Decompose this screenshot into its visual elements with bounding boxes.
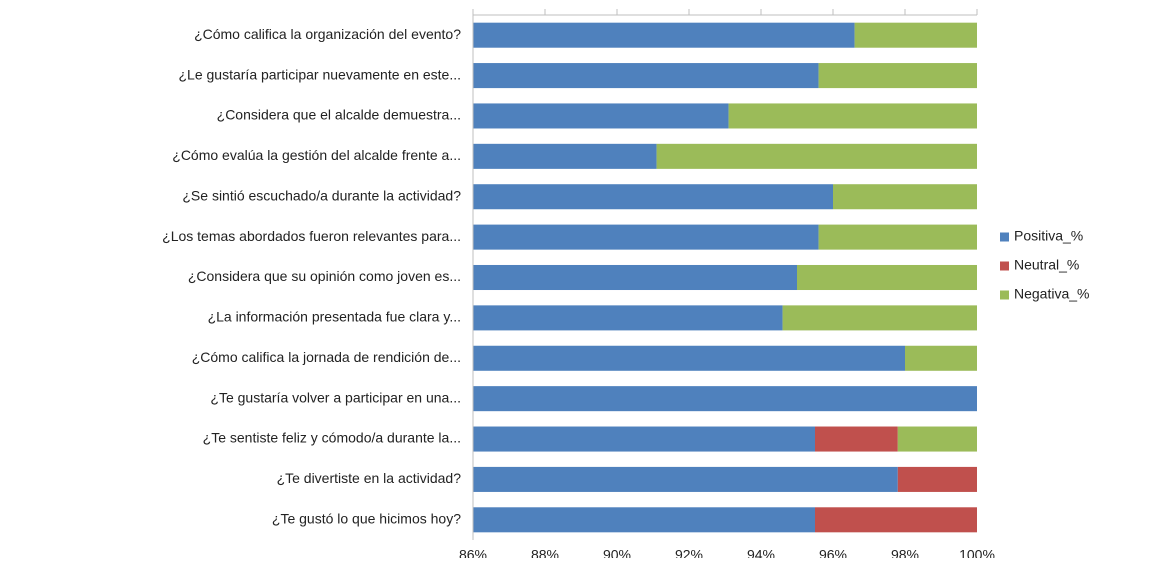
bar-segment xyxy=(473,305,783,331)
y-tick-label: ¿Se sintió escuchado/a durante la activi… xyxy=(182,187,461,203)
legend-label: Neutral_% xyxy=(1014,257,1079,273)
legend-swatch xyxy=(1000,261,1009,271)
bar-segment xyxy=(833,184,977,210)
y-tick-label: ¿Te divertiste en la actividad? xyxy=(277,470,462,486)
y-tick-label: ¿Considera que el alcalde demuestra... xyxy=(217,107,461,123)
bar-segment xyxy=(473,426,815,452)
bar-segment xyxy=(905,345,977,371)
bar-segment xyxy=(728,103,977,129)
bar-segment xyxy=(473,103,729,129)
plot-area xyxy=(473,22,977,533)
bar-segment xyxy=(473,264,797,291)
bar-segment xyxy=(473,184,833,210)
bar-segment xyxy=(854,22,977,48)
y-tick-label: ¿Te sentiste feliz y cómodo/a durante la… xyxy=(203,430,461,446)
bar-segment xyxy=(473,22,855,48)
y-tick-label: ¿La información presentada fue clara y..… xyxy=(208,309,461,325)
y-tick-label: ¿Los temas abordados fueron relevantes p… xyxy=(162,228,461,244)
x-tick-label: 98% xyxy=(891,547,919,558)
bar-segment xyxy=(897,466,977,492)
y-tick-label: ¿Cómo evalúa la gestión del alcalde fren… xyxy=(172,147,461,163)
bar-segment xyxy=(473,224,819,250)
legend-swatch xyxy=(1000,290,1009,300)
bar-segment xyxy=(473,507,815,533)
x-tick-label: 86% xyxy=(459,547,487,558)
x-tick-label: 96% xyxy=(819,547,847,558)
y-tick-label: ¿Le gustaría participar nuevamente en es… xyxy=(179,66,462,82)
legend-label: Negativa_% xyxy=(1014,286,1090,302)
bar-segment xyxy=(656,143,977,169)
y-tick-label: ¿Te gustó lo que hicimos hoy? xyxy=(272,511,461,527)
y-tick-label: ¿Considera que su opinión como joven es.… xyxy=(188,268,461,284)
bar-segment xyxy=(818,224,977,250)
bar-segment xyxy=(782,305,977,331)
bar-segment xyxy=(815,507,977,533)
x-tick-label: 94% xyxy=(747,547,775,558)
bar-segment xyxy=(797,264,977,291)
bar-segment xyxy=(473,143,657,169)
bar-segment xyxy=(473,386,977,412)
legend-swatch xyxy=(1000,232,1009,242)
y-tick-label: ¿Cómo califica la jornada de rendición d… xyxy=(192,349,461,365)
x-tick-label: 92% xyxy=(675,547,703,558)
bar-segment xyxy=(473,345,905,371)
legend-label: Positiva_% xyxy=(1014,228,1083,244)
bar-segment xyxy=(815,426,898,452)
x-tick-label: 90% xyxy=(603,547,631,558)
bar-segment xyxy=(897,426,977,452)
x-tick-label: 100% xyxy=(959,547,995,558)
y-tick-label: ¿Cómo califica la organización del event… xyxy=(194,26,461,42)
y-tick-label: ¿Te gustaría volver a participar en una.… xyxy=(210,389,461,405)
bar-segment xyxy=(473,466,898,492)
x-tick-label: 88% xyxy=(531,547,559,558)
bar-segment xyxy=(473,63,819,89)
bar-segment xyxy=(818,63,977,89)
